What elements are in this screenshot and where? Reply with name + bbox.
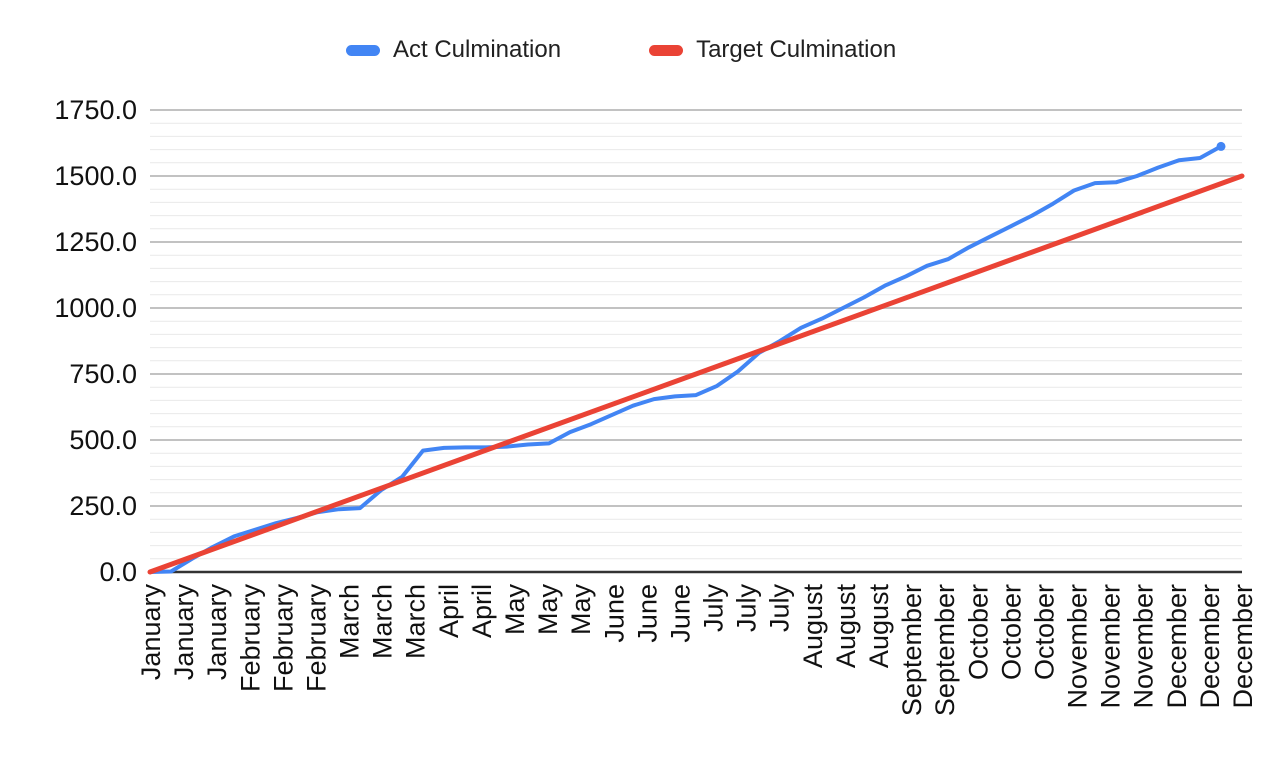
x-axis-label: January bbox=[169, 584, 199, 681]
x-axis-label: August bbox=[831, 584, 861, 669]
x-axis-label: July bbox=[699, 584, 729, 633]
x-axis-label: April bbox=[467, 584, 497, 638]
series-line-act-culmination[interactable] bbox=[148, 144, 1223, 574]
series-line-target-culmination[interactable] bbox=[147, 173, 1245, 575]
x-axis-label: May bbox=[500, 584, 530, 636]
x-axis-label: March bbox=[368, 584, 398, 659]
x-axis-label: June bbox=[599, 584, 629, 643]
x-axis-label: April bbox=[434, 584, 464, 638]
x-axis-label: March bbox=[335, 584, 365, 659]
x-axis-label: February bbox=[268, 584, 298, 693]
x-axis-label: June bbox=[665, 584, 695, 643]
x-axis-label: August bbox=[798, 584, 828, 669]
y-axis-label: 1500.0 bbox=[54, 161, 137, 191]
legend-swatch-act-icon bbox=[346, 44, 380, 56]
legend-label-target: Target Culmination bbox=[696, 36, 897, 63]
x-axis-label: January bbox=[202, 584, 232, 681]
x-axis-label: January bbox=[136, 584, 166, 681]
chart-legend: Act Culmination Target Culmination bbox=[346, 36, 896, 64]
series-end-point-marker bbox=[1216, 141, 1226, 151]
x-axis-label: December bbox=[1162, 584, 1192, 709]
y-axis-label: 250.0 bbox=[69, 491, 137, 521]
y-axis-label: 1000.0 bbox=[54, 293, 137, 323]
x-axis-label: July bbox=[765, 584, 795, 633]
x-axis-label: August bbox=[864, 584, 894, 669]
y-axis-label: 1750.0 bbox=[54, 95, 137, 125]
x-axis-label: February bbox=[235, 584, 265, 693]
x-axis-label: October bbox=[996, 584, 1026, 680]
y-axis-label: 750.0 bbox=[69, 359, 137, 389]
legend-label-act: Act Culmination bbox=[393, 36, 562, 63]
x-axis-label: June bbox=[632, 584, 662, 643]
x-axis-label: November bbox=[1063, 584, 1093, 709]
x-axis-label: May bbox=[566, 584, 596, 636]
legend-item-target-culmination[interactable]: Target Culmination bbox=[649, 36, 896, 64]
x-axis-label: September bbox=[897, 584, 927, 716]
x-axis-label: October bbox=[1029, 584, 1059, 680]
x-axis-label: December bbox=[1195, 584, 1225, 709]
x-axis-label: November bbox=[1096, 584, 1126, 709]
x-axis-label: November bbox=[1129, 584, 1159, 709]
x-axis-label: July bbox=[732, 584, 762, 633]
x-axis-label: March bbox=[401, 584, 431, 659]
x-axis-label: February bbox=[301, 584, 331, 693]
x-axis-label: May bbox=[533, 584, 563, 636]
y-axis-label: 1250.0 bbox=[54, 227, 137, 257]
x-axis-label: December bbox=[1228, 584, 1258, 709]
y-axis-label: 0.0 bbox=[99, 557, 137, 587]
y-axis-label: 500.0 bbox=[69, 425, 137, 455]
x-axis-label: September bbox=[930, 584, 960, 716]
legend-swatch-target-icon bbox=[649, 44, 684, 56]
x-axis-label: October bbox=[963, 584, 993, 680]
legend-item-act-culmination[interactable]: Act Culmination bbox=[346, 36, 561, 64]
